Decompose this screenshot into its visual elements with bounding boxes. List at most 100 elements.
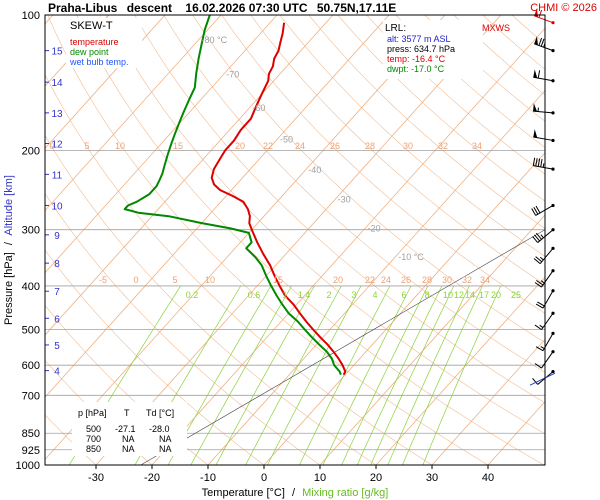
wind-barb-full (534, 234, 540, 242)
pressure-tick-label: 100 (22, 10, 40, 22)
wind-barb-dot (551, 21, 555, 25)
mixing-ratio-label: 25 (511, 290, 521, 300)
dry-adiabat-line (192, 15, 545, 343)
table-cell: NA (159, 444, 172, 454)
wind-barb-full (535, 205, 541, 214)
copyright: CHMI © 2026 (530, 2, 597, 14)
wind-barb-full (531, 208, 537, 216)
legend-title: SKEW-T (70, 20, 113, 32)
y-axis-separator: / (3, 241, 15, 245)
mixing-label-mid: 32 (462, 275, 472, 285)
mixing-ratio-label: 4 (372, 290, 377, 300)
pressure-tick-label: 400 (22, 281, 40, 293)
x-tick-label: -30 (88, 472, 104, 484)
legend-wet-bulb: wet bulb temp. (69, 57, 129, 67)
mixing-label-mid: 0 (133, 275, 138, 285)
wind-barb-dot (551, 369, 555, 374)
mixing-label-upper: 24 (295, 141, 305, 151)
wind-barb-full (536, 280, 544, 286)
altitude-tick-label: 15 (51, 47, 63, 58)
wind-barb-full (533, 258, 541, 265)
wind-barb (531, 203, 555, 216)
wind-barb-staff (539, 248, 554, 264)
isotherm-line (45, 15, 334, 336)
wind-barb-full (535, 158, 538, 167)
mixing-ratio-label: 8 (424, 290, 429, 300)
wind-barb (534, 36, 555, 53)
wind-barb-half (539, 256, 544, 261)
plot-border (44, 14, 546, 466)
wind-barb-full (537, 70, 541, 79)
mixing-label-upper: 30 (403, 141, 413, 151)
wind-barb-dot (551, 138, 555, 143)
mixing-ratio-label: 0.6 (248, 290, 261, 300)
header-mode: descent (127, 1, 172, 15)
level-table-bg (72, 402, 187, 456)
wind-barb-pennant (533, 103, 538, 112)
mixing-ratio-label: 0.2 (186, 290, 199, 300)
isotherm-line (95, 15, 502, 465)
mixing-ratio-label: 12 (454, 290, 464, 300)
wind-barb (533, 246, 555, 265)
isotherm-line (319, 214, 545, 465)
isotherm-label: -10 °C (398, 252, 424, 262)
wind-barb-dot (551, 79, 555, 83)
mixing-label-upper: 20 (235, 141, 245, 151)
x-tick-label: 10 (314, 472, 326, 484)
wind-barb-pennant (534, 36, 538, 46)
mxws-label: MXWS (482, 23, 510, 33)
wind-barb-full (532, 157, 536, 166)
wind-barb-half (540, 234, 544, 239)
x-axis-mixing-ratio-label: Mixing ratio [g/kg] (302, 487, 388, 499)
surface-wind-line (529, 372, 556, 386)
lrl-press: press: 634.7 hPa (387, 44, 455, 54)
wind-barb-full (534, 363, 542, 369)
isotherm-line (431, 338, 545, 465)
wind-barb (533, 69, 555, 83)
wind-barb-staff (541, 270, 554, 288)
altitude-tick-label: 12 (51, 140, 63, 151)
mixing-label-mid: 20 (333, 275, 343, 285)
header-datetime: 16.02.2026 07:30 UTC (185, 1, 307, 15)
pressure-tick-label: 600 (22, 360, 40, 372)
wind-barb-dot (551, 111, 555, 115)
x-axis-separator: / (292, 487, 296, 499)
level-table: p [hPa] T Td [°C] 500 -27.1 -28.0 700 NA… (72, 402, 187, 456)
wind-barb-full (534, 282, 542, 288)
wind-barb-full (535, 256, 543, 263)
wind-barb-full (533, 207, 539, 215)
x-axis-label: Temperature [°C] / Mixing ratio [g/kg] (202, 487, 389, 499)
header-station: Praha-Libus (48, 1, 118, 15)
mixing-label-mid: 28 (422, 275, 432, 285)
lrl-temp: temp: -16.4 °C (387, 54, 446, 64)
wind-barb (534, 311, 555, 331)
plot-area (45, 15, 545, 465)
mixing-label-upper: 15 (173, 141, 183, 151)
wind-barb (534, 269, 555, 288)
isotherm-line (543, 463, 545, 465)
wind-barb-dot (551, 289, 555, 293)
wind-barb-full (532, 377, 539, 385)
wind-barb-dot (551, 167, 555, 171)
dry-adiabat-line (221, 15, 545, 314)
wind-barb-full (532, 236, 539, 243)
table-cell: NA (159, 434, 172, 444)
wind-barb-full (540, 38, 545, 47)
isotherm-label: -60 (252, 103, 265, 113)
y-axis-altitude-label: Altitude [km] (3, 175, 15, 236)
isotherm-label: -20 (368, 224, 381, 234)
altitude-tick-label: 13 (51, 109, 63, 120)
wind-barb-half (540, 346, 545, 349)
altitude-tick-label: 6 (54, 314, 60, 325)
legend-temperature: temperature (70, 37, 119, 47)
mixing-ratio-label: 20 (491, 290, 501, 300)
pressure-tick-label: 200 (22, 145, 40, 157)
header-title: Praha-Libus descent 16.02.2026 07:30 UTC… (48, 1, 396, 15)
mixing-label-upper: 5 (84, 141, 89, 151)
wind-barb-pennant (533, 69, 538, 78)
dew-point-profile-line (123, 15, 342, 376)
wind-barb-staff (535, 205, 554, 216)
table-cell: 700 (86, 434, 101, 444)
pressure-tick-label: 1000 (16, 460, 40, 472)
isotherm-label: -30 (338, 195, 351, 205)
